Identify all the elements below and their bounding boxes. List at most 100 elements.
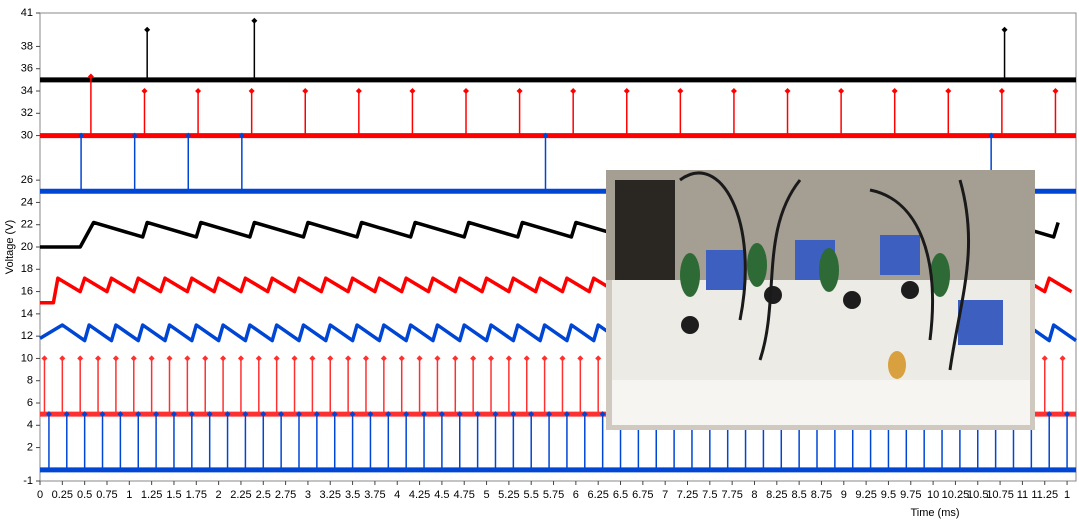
- y-tick-label: 14: [21, 308, 33, 320]
- x-tick-label: 6: [573, 489, 579, 501]
- x-tick-label: 7: [662, 489, 668, 501]
- pulse-marker: [99, 411, 106, 418]
- pulse-marker: [1001, 26, 1008, 33]
- x-tick-label: 8: [751, 489, 757, 501]
- pulse-marker: [331, 411, 338, 418]
- pulse-marker: [78, 132, 85, 139]
- x-tick-label: 8.75: [811, 489, 832, 501]
- y-tick-label: 41: [21, 7, 33, 19]
- pulse-marker: [87, 73, 94, 80]
- pulse-marker: [838, 88, 845, 94]
- pulse-marker: [730, 88, 737, 94]
- pulse-marker: [563, 411, 570, 418]
- x-tick-label: 2.5: [256, 489, 271, 501]
- y-tick-label: 32: [21, 107, 33, 119]
- x-tick-label: 5.75: [543, 489, 564, 501]
- pulse-marker: [542, 132, 549, 139]
- y-tick-label: 8: [27, 375, 33, 387]
- pulse-marker: [570, 88, 577, 94]
- pulse-marker: [41, 355, 48, 362]
- pulse-marker: [623, 88, 630, 94]
- pulse-marker: [1041, 355, 1048, 362]
- pulse-marker: [195, 88, 202, 94]
- pulse-marker: [398, 355, 405, 362]
- pulse-marker: [474, 411, 481, 418]
- pulse-marker: [112, 355, 119, 362]
- pulse-marker: [349, 411, 356, 418]
- x-tick-label: 10.25: [942, 489, 970, 501]
- pulse-marker: [595, 355, 602, 362]
- x-tick-label: 9: [841, 489, 847, 501]
- pulse-marker: [1046, 411, 1053, 418]
- pulse-marker: [153, 411, 160, 418]
- x-tick-label: 11.25: [1031, 489, 1058, 501]
- pulse-marker: [355, 88, 362, 94]
- pulse-marker: [148, 355, 155, 362]
- x-tick-label: 6.25: [587, 489, 608, 501]
- x-tick-label: 3.5: [345, 489, 360, 501]
- x-tick-label: 4.5: [434, 489, 449, 501]
- pulse-marker: [385, 411, 392, 418]
- pulse-marker: [291, 355, 298, 362]
- x-axis-title: Time (ms): [910, 507, 959, 519]
- pulse-marker: [998, 88, 1005, 94]
- pulse-marker: [117, 411, 124, 418]
- pulse-marker: [677, 88, 684, 94]
- pulse-marker: [1059, 355, 1066, 362]
- pulse-marker: [296, 411, 302, 418]
- y-tick-label: 18: [21, 263, 33, 275]
- pulse-marker: [95, 355, 102, 362]
- x-tick-label: 1.75: [186, 489, 207, 501]
- pulse-marker: [581, 411, 588, 418]
- transistor: [901, 281, 919, 299]
- x-tick-label: 6.75: [632, 489, 653, 501]
- pulse-marker: [463, 88, 470, 94]
- pulse-marker: [528, 411, 535, 418]
- x-tick-label: 0: [37, 489, 43, 501]
- pulse-marker: [45, 411, 52, 418]
- tantalum-capacitor: [888, 351, 906, 379]
- pulse-marker: [278, 411, 285, 418]
- pulse-marker: [63, 411, 70, 418]
- x-tick-label: 0.25: [52, 489, 73, 501]
- x-tick-label: 6.5: [613, 489, 628, 501]
- x-tick-label: 2: [216, 489, 222, 501]
- x-tick-label: 10: [927, 489, 939, 501]
- pulse-marker: [362, 355, 369, 362]
- pulse-marker: [237, 355, 244, 362]
- pulse-marker: [251, 17, 258, 24]
- y-tick-label: 10: [21, 352, 33, 364]
- pulse-marker: [242, 411, 249, 418]
- pulse-marker: [988, 132, 995, 139]
- x-tick-label: 9.75: [900, 489, 921, 501]
- pulse-marker: [416, 355, 423, 362]
- pulse-marker: [505, 355, 512, 362]
- x-tick-label: 1: [1064, 489, 1070, 501]
- x-tick-label: 5.25: [498, 489, 519, 501]
- x-tick-label: 1.25: [141, 489, 162, 501]
- capacitor: [680, 253, 700, 297]
- capacitor: [819, 248, 839, 292]
- x-tick-label: 2.25: [230, 489, 251, 501]
- y-tick-label: 24: [21, 196, 33, 208]
- pulse-marker: [248, 88, 255, 94]
- x-tick-label: 3.25: [320, 489, 341, 501]
- pulse-marker: [1052, 88, 1059, 94]
- x-tick-label: 8.5: [791, 489, 806, 501]
- pulse-marker: [206, 411, 213, 418]
- pulse-marker: [367, 411, 374, 418]
- potentiometer: [880, 235, 920, 275]
- pulse-marker: [59, 355, 66, 362]
- wires: [679, 171, 971, 371]
- y-tick-label: 36: [21, 63, 33, 75]
- pulse-marker: [421, 411, 428, 418]
- pulse-marker: [945, 88, 952, 94]
- x-tick-label: 8.25: [766, 489, 787, 501]
- wire-holder: [615, 180, 675, 280]
- pulse-marker: [135, 411, 142, 418]
- transistor: [681, 316, 699, 334]
- potentiometer: [706, 250, 746, 290]
- x-tick-label: 9.25: [855, 489, 876, 501]
- x-tick-label: 10.75: [986, 489, 1014, 501]
